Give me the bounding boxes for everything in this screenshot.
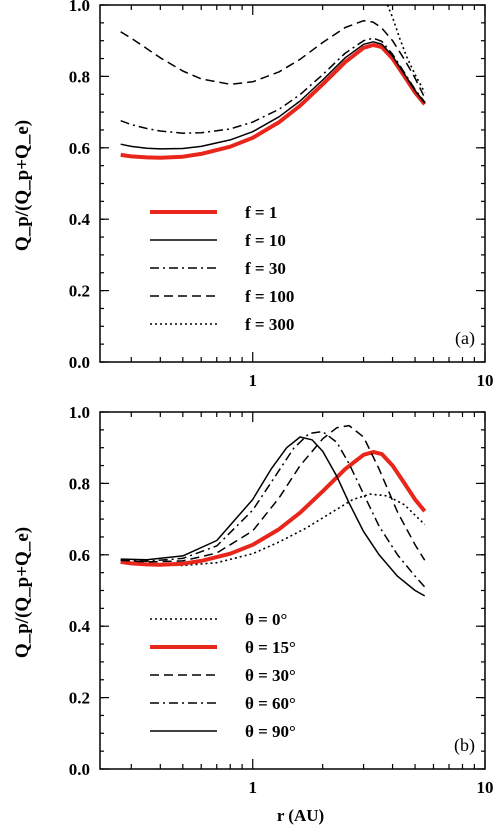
series-line-2	[120, 37, 426, 134]
x-tick-label: 10	[477, 371, 494, 390]
plot-frame	[99, 4, 486, 363]
series-line-1	[120, 41, 426, 150]
y-tick-label: 0.6	[69, 139, 90, 158]
x-axis-label: r (AU)	[277, 806, 324, 825]
y-tick-label: 0.4	[69, 617, 91, 636]
plot-frame	[99, 411, 486, 770]
legend-entry: f = 1	[245, 203, 277, 222]
x-tick-label: 10	[477, 778, 494, 797]
legend-entry: f = 300	[245, 315, 294, 334]
legend-entry: f = 30	[245, 259, 286, 278]
series-line-0	[120, 43, 427, 160]
y-axis-label: Q_p/(Q_p+Q_e)	[12, 120, 33, 251]
y-tick-label: 0.2	[69, 282, 90, 301]
x-tick-label: 1	[248, 371, 257, 390]
series-line-4	[386, 5, 426, 93]
x-tick-label: 1	[248, 778, 257, 797]
legend-entry: θ = 60°	[245, 694, 296, 713]
series-line-3	[120, 430, 426, 588]
panel-label: (b)	[454, 735, 475, 756]
y-tick-label: 0.8	[69, 474, 90, 493]
legend-entry: θ = 0°	[245, 610, 287, 629]
y-tick-label: 1.0	[69, 0, 90, 15]
y-tick-label: 0.0	[69, 760, 90, 779]
legend: f = 1 f = 10 f = 30 f = 100 f = 300	[150, 203, 294, 334]
y-tick-label: 0.2	[69, 689, 90, 708]
legend-entry: f = 100	[245, 287, 294, 306]
legend-entry: θ = 30°	[245, 666, 296, 685]
series-line-3	[120, 19, 426, 99]
y-tick-label: 0.6	[69, 546, 90, 565]
series-line-2	[120, 424, 426, 563]
y-tick-label: 1.0	[69, 403, 90, 422]
panel-a: 0.0 0.2 0.4 0.6 0.8 1.0 1 10 Q_p/(Q_p+Q_e) (a) f =…	[12, 0, 494, 390]
y-axis-label: Q_p/(Q_p+Q_e)	[12, 527, 33, 658]
legend-entry: θ = 90°	[245, 722, 296, 741]
panel-b: 0.0 0.2 0.4 0.6 0.8 1.0 1 10 Q_p/(Q_p+Q_e)r (AU)…	[12, 403, 494, 825]
series-line-4	[120, 436, 426, 597]
legend-entry: f = 10	[245, 231, 286, 250]
y-tick-label: 0.8	[69, 67, 90, 86]
legend: θ = 0° θ = 15° θ = 30° θ = 60° θ = 90°	[150, 610, 296, 741]
y-tick-label: 0.0	[69, 353, 90, 372]
panel-label: (a)	[455, 328, 475, 349]
y-tick-label: 0.4	[69, 210, 91, 229]
series-line-1	[120, 450, 427, 567]
legend-entry: θ = 15°	[245, 638, 296, 657]
